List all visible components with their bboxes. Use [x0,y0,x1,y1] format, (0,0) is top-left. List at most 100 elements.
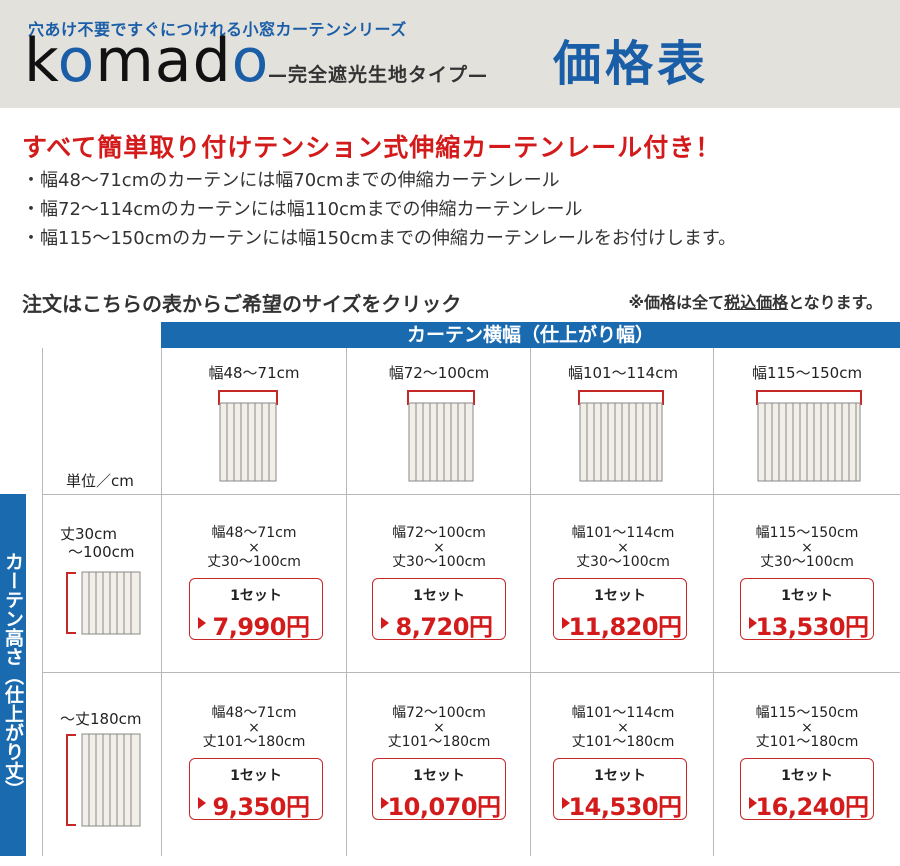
brand-logo-letter: o [57,26,96,96]
brand-logo-letter: k [24,26,58,96]
tax-note-text: ※価格は全て [628,293,725,312]
row-label-line: 〜丈180cm [60,710,142,728]
brand-logo-letter: a [154,26,193,96]
price-button[interactable]: 1セット 8,720円 [372,578,506,641]
cell-width-spec: 幅72〜100cm [392,525,486,541]
height-header: カーテン高さ（仕上がり丈） [0,494,26,856]
set-label: 1セット [230,588,282,604]
cell-times: × [617,720,629,736]
column-header-w72-100: 幅72〜100cm [388,364,490,382]
tax-note: ※価格は全て税込価格となります。 [629,289,883,313]
brand-logo-letter: d [192,26,232,96]
curtain-width-illustration [407,390,475,482]
cell-height-spec: 丈30〜100cm [576,554,670,570]
rail-bullet-list: ・幅48〜71cmのカーテンには幅70cmまでの伸縮カーテンレール ・幅72〜1… [22,166,736,253]
price-value: 11,820円 [568,613,682,641]
cell-width-spec: 幅48〜71cm [211,705,297,721]
column-header-w115-150: 幅115〜150cm [751,364,863,382]
unit-label: 単位／cm [66,472,134,490]
arrow-right-icon [749,797,757,809]
price-button[interactable]: 1セット 7,990円 [189,578,323,641]
cell-times: × [248,540,260,556]
cell-height-spec: 丈101〜180cm [202,734,306,750]
arrow-right-icon [562,797,570,809]
set-label: 1セット [230,768,282,784]
grid-line [530,348,531,856]
grid-line [161,348,162,856]
price-value: 10,070円 [387,793,501,821]
price-value: 8,720円 [395,613,493,641]
rail-bullet: ・幅72〜114cmのカーテンには幅110cmまでの伸縮カーテンレール [22,199,583,220]
set-label: 1セット [781,588,833,604]
price-button[interactable]: 1セット 13,530円 [740,578,874,641]
price-value: 16,240円 [755,793,869,821]
set-label: 1セット [594,588,646,604]
row-label-h101-180: 〜丈180cm [60,710,142,728]
grid-line [42,348,43,856]
arrow-right-icon [198,617,206,629]
price-button[interactable]: 1セット 16,240円 [740,758,874,821]
tax-note-text: となります。 [788,293,882,312]
set-label: 1セット [413,768,465,784]
rail-bullet: ・幅115〜150cmのカーテンには幅150cmまでの伸縮カーテンレールをお付け… [22,228,737,249]
grid-line [346,348,347,856]
arrow-right-icon [198,797,206,809]
set-label: 1セット [781,768,833,784]
column-header-w101-114: 幅101〜114cm [567,364,679,382]
cell-width-spec: 幅72〜100cm [392,705,486,721]
price-value: 7,990円 [212,613,310,641]
cell-height-spec: 丈101〜180cm [571,734,675,750]
cell-times: × [801,540,813,556]
width-header: カーテン横幅（仕上がり幅） [161,322,900,348]
price-value: 14,530円 [568,793,682,821]
cell-height-spec: 丈30〜100cm [207,554,301,570]
cell-times: × [801,720,813,736]
row-label-line: 〜100cm [68,543,135,561]
curtain-width-illustration [578,390,664,482]
curtain-height-illustration [66,571,141,635]
cell-height-spec: 丈30〜100cm [392,554,486,570]
brand-logo: komado [24,26,269,96]
rail-bullet: ・幅48〜71cmのカーテンには幅70cmまでの伸縮カーテンレール [22,170,560,191]
row-label-h30-100: 丈30cm 〜100cm [60,525,135,561]
cell-times: × [433,720,445,736]
price-button[interactable]: 1セット 11,820円 [553,578,687,641]
cell-width-spec: 幅115〜150cm [755,525,859,541]
rail-headline: すべて簡単取り付けテンション式伸縮カーテンレール付き！ [22,133,722,162]
cell-height-spec: 丈101〜180cm [387,734,491,750]
grid-line [713,348,714,856]
tax-note-underlined: 税込価格 [724,293,789,312]
curtain-height-illustration [66,733,141,827]
column-header-w48-71: 幅48〜71cm [208,364,300,382]
grid-line [42,494,900,495]
cell-width-spec: 幅101〜114cm [571,525,675,541]
grid-line [42,672,900,673]
cell-times: × [617,540,629,556]
curtain-width-illustration [756,390,862,482]
cell-width-spec: 幅101〜114cm [571,705,675,721]
row-label-line: 丈30cm [60,525,117,543]
cell-height-spec: 丈101〜180cm [755,734,859,750]
arrow-right-icon [381,797,389,809]
order-instruction: 注文はこちらの表からご希望のサイズをクリック [22,292,462,316]
arrow-right-icon [562,617,570,629]
arrow-right-icon [381,617,389,629]
brand-logo-letter: m [95,26,155,96]
price-button[interactable]: 1セット 10,070円 [372,758,506,821]
cell-times: × [433,540,445,556]
page-title: 価格表 [553,36,710,92]
cell-times: × [248,720,260,736]
product-subtitle: —完全遮光生地タイプ— [268,64,489,86]
cell-width-spec: 幅48〜71cm [211,525,297,541]
curtain-width-illustration [218,390,278,482]
price-button[interactable]: 1セット 14,530円 [553,758,687,821]
price-value: 13,530円 [755,613,869,641]
height-header-label: カーテン高さ（仕上がり丈） [2,551,24,799]
price-value: 9,350円 [212,793,310,821]
set-label: 1セット [594,768,646,784]
cell-height-spec: 丈30〜100cm [760,554,854,570]
series-label: 穴あけ不要ですぐにつけれる小窓カーテンシリーズ [28,20,407,39]
cell-width-spec: 幅115〜150cm [755,705,859,721]
price-button[interactable]: 1セット 9,350円 [189,758,323,821]
brand-logo-letter: o [231,26,270,96]
